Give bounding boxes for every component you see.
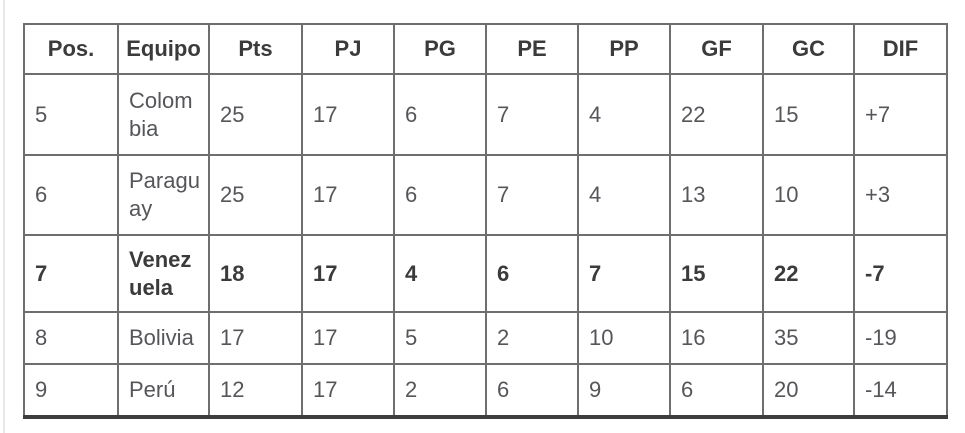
standings-table: Pos. Equipo Pts PJ PG PE PP GF GC DIF 5 … [23, 23, 948, 419]
cell-gf: 22 [669, 73, 764, 156]
cell-dif: -19 [853, 311, 948, 365]
page-edge-line [3, 0, 5, 433]
column-header-dif: DIF [853, 23, 948, 75]
cell-equipo: Paraguay [117, 154, 210, 236]
cell-gc: 15 [762, 73, 855, 156]
cell-pts: 18 [208, 234, 303, 313]
cell-pts: 25 [208, 73, 303, 156]
cell-pos: 8 [23, 311, 119, 365]
cell-dif: -14 [853, 363, 948, 419]
cell-pj: 17 [301, 363, 395, 419]
cell-pp: 4 [577, 154, 671, 236]
cell-equipo: Bolivia [117, 311, 210, 365]
cell-pts: 12 [208, 363, 303, 419]
table-row: 8 Bolivia 17 17 5 2 10 16 35 -19 [23, 311, 948, 365]
cell-gf: 13 [669, 154, 764, 236]
column-header-pts: Pts [208, 23, 303, 75]
cell-gf: 15 [669, 234, 764, 313]
cell-pe: 6 [485, 234, 579, 313]
cell-pj: 17 [301, 311, 395, 365]
cell-pe: 7 [485, 154, 579, 236]
cell-gc: 22 [762, 234, 855, 313]
cell-pos: 6 [23, 154, 119, 236]
cell-pj: 17 [301, 154, 395, 236]
cell-pp: 7 [577, 234, 671, 313]
cell-gc: 10 [762, 154, 855, 236]
column-header-pos: Pos. [23, 23, 119, 75]
cell-pos: 7 [23, 234, 119, 313]
cell-equipo: Colombia [117, 73, 210, 156]
table-row: 6 Paraguay 25 17 6 7 4 13 10 +3 [23, 154, 948, 236]
table-row: 5 Colombia 25 17 6 7 4 22 15 +7 [23, 73, 948, 156]
cell-pj: 17 [301, 73, 395, 156]
column-header-pj: PJ [301, 23, 395, 75]
cell-dif: -7 [853, 234, 948, 313]
cell-pg: 2 [393, 363, 487, 419]
cell-pe: 7 [485, 73, 579, 156]
column-header-pg: PG [393, 23, 487, 75]
column-header-gc: GC [762, 23, 855, 75]
cell-gc: 20 [762, 363, 855, 419]
cell-pos: 5 [23, 73, 119, 156]
team-name: Bolivia [129, 325, 194, 350]
cell-pg: 4 [393, 234, 487, 313]
cell-gf: 6 [669, 363, 764, 419]
cell-pts: 25 [208, 154, 303, 236]
team-name: Perú [129, 377, 176, 402]
table-row-highlighted: 7 Venezuela 18 17 4 6 7 15 22 -7 [23, 234, 948, 313]
team-name: Venezuela [129, 246, 192, 300]
cell-pg: 5 [393, 311, 487, 365]
cell-pj: 17 [301, 234, 395, 313]
cell-dif: +3 [853, 154, 948, 236]
column-header-gf: GF [669, 23, 764, 75]
cell-pg: 6 [393, 73, 487, 156]
cell-dif: +7 [853, 73, 948, 156]
cell-gf: 16 [669, 311, 764, 365]
header-row: Pos. Equipo Pts PJ PG PE PP GF GC DIF [23, 23, 948, 75]
cell-pp: 10 [577, 311, 671, 365]
cell-equipo: Perú [117, 363, 210, 419]
column-header-pp: PP [577, 23, 671, 75]
cell-pg: 6 [393, 154, 487, 236]
team-name: Paraguay [129, 168, 200, 221]
cell-equipo: Venezuela [117, 234, 210, 313]
cell-gc: 35 [762, 311, 855, 365]
cell-pe: 2 [485, 311, 579, 365]
cell-pos: 9 [23, 363, 119, 419]
cell-pts: 17 [208, 311, 303, 365]
team-name: Colombia [129, 87, 193, 141]
cell-pp: 4 [577, 73, 671, 156]
column-header-pe: PE [485, 23, 579, 75]
table-row: 9 Perú 12 17 2 6 9 6 20 -14 [23, 363, 948, 419]
column-header-equipo: Equipo [117, 23, 210, 75]
cell-pp: 9 [577, 363, 671, 419]
cell-pe: 6 [485, 363, 579, 419]
